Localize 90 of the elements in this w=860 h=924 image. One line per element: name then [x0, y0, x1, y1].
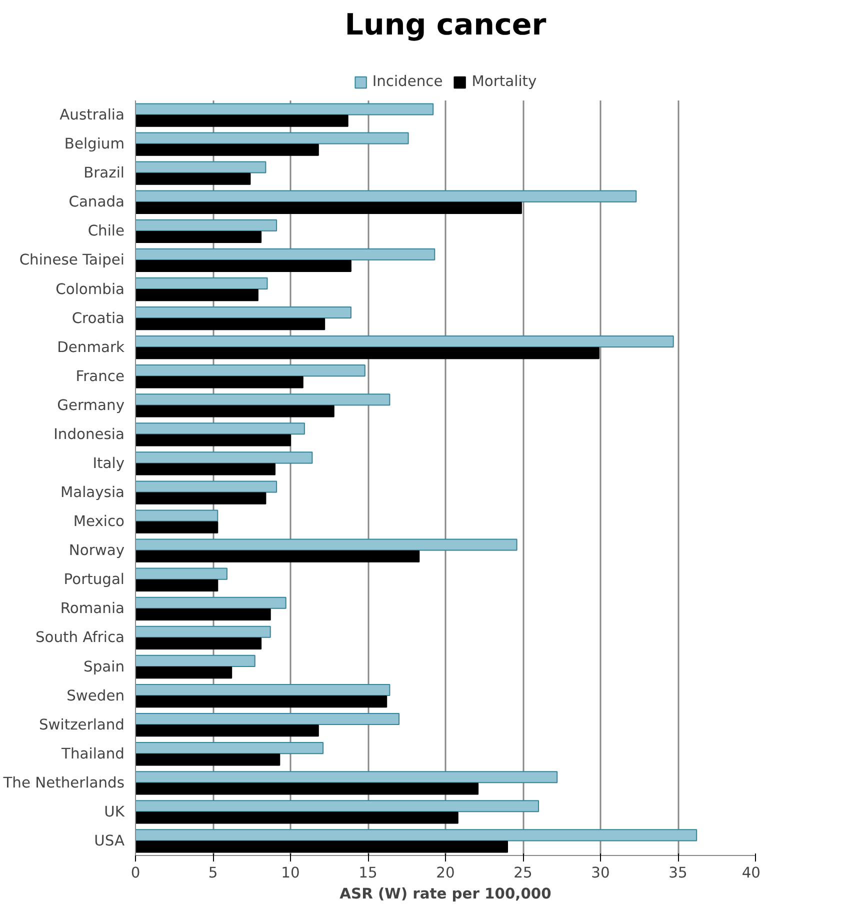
- legend-label: Mortality: [472, 73, 537, 90]
- y-tick-label: Chile: [88, 222, 125, 240]
- x-tick-label: 5: [208, 864, 218, 882]
- y-tick-label: Australia: [60, 106, 125, 124]
- bar: [136, 376, 304, 388]
- chart-title: Lung cancer: [344, 8, 547, 42]
- bar: [136, 260, 352, 272]
- bar: [136, 190, 637, 202]
- bar: [136, 538, 518, 551]
- bar: [136, 172, 251, 185]
- bar: [136, 452, 313, 464]
- bar: [136, 219, 278, 232]
- y-tick-label: UK: [104, 803, 125, 820]
- y-tick-label: Colombia: [56, 280, 124, 298]
- bar: [136, 684, 390, 696]
- bar: [136, 480, 278, 493]
- bar: [136, 638, 262, 650]
- bar: [136, 202, 522, 214]
- y-tick-label: Canada: [68, 194, 125, 211]
- bar: [136, 336, 674, 348]
- x-tick-label: 15: [358, 864, 378, 882]
- bar: [136, 782, 479, 795]
- bar: [136, 144, 319, 156]
- y-tick-label: Sweden: [66, 687, 125, 704]
- legend-label: Incidence: [372, 73, 443, 90]
- bar: [136, 394, 390, 406]
- y-tick-label: The Netherlands: [2, 774, 125, 792]
- bar: [136, 724, 319, 737]
- bar: [136, 248, 436, 260]
- bar: [136, 103, 434, 116]
- bar: [136, 654, 256, 667]
- x-tick-label: 20: [436, 864, 455, 882]
- y-tick-label: USA: [94, 832, 125, 850]
- bar: [136, 521, 218, 534]
- y-tick-label: Germany: [57, 396, 125, 414]
- y-tick-label: Denmark: [57, 338, 126, 356]
- bar: [136, 306, 352, 318]
- bar: [136, 277, 268, 290]
- y-tick-label: Brazil: [84, 164, 125, 182]
- x-tick-label: 0: [130, 864, 140, 882]
- x-tick-label: 30: [591, 864, 610, 882]
- bar: [136, 608, 271, 620]
- bar: [136, 405, 334, 418]
- bar: [136, 696, 388, 708]
- y-tick-label: Chinese Taipei: [19, 252, 125, 269]
- bar: [136, 596, 286, 609]
- x-tick-label: 10: [281, 864, 300, 882]
- y-tick-label: Switzerland: [39, 716, 125, 734]
- bar: [136, 492, 266, 504]
- bar: [136, 666, 232, 679]
- y-tick-label: Malaysia: [60, 484, 125, 502]
- bar: [136, 347, 600, 360]
- bar: [136, 829, 698, 842]
- y-tick-label: Romania: [60, 600, 124, 618]
- bar: [136, 510, 218, 522]
- bar: [136, 230, 262, 243]
- y-tick-label: Mexico: [73, 513, 125, 530]
- y-tick-label: Spain: [84, 658, 125, 676]
- bar: [136, 422, 305, 435]
- y-tick-label: Portugal: [64, 571, 125, 588]
- bar: [136, 289, 258, 302]
- y-tick-label: South Africa: [35, 629, 125, 646]
- bar: [136, 800, 539, 812]
- bar: [136, 771, 558, 784]
- y-tick-label: Croatia: [72, 310, 124, 327]
- bar: [136, 550, 420, 562]
- x-tick-label: 35: [668, 864, 688, 882]
- bar: [136, 161, 266, 174]
- bar: [136, 742, 324, 754]
- y-tick-label: Thailand: [60, 745, 125, 762]
- bar: [136, 463, 276, 476]
- x-axis-title: ASR (W) rate per 100,000: [340, 886, 552, 902]
- bar: [136, 364, 366, 377]
- bar: [136, 754, 280, 766]
- x-tick-label: 25: [514, 864, 532, 882]
- bar: [136, 713, 400, 726]
- bar: [136, 132, 409, 144]
- x-tick-label: 40: [742, 864, 761, 882]
- bar: [136, 568, 228, 580]
- y-tick-label: Italy: [92, 454, 125, 472]
- y-tick-label: France: [76, 368, 125, 385]
- y-tick-label: Belgium: [64, 136, 125, 153]
- bar: [136, 626, 271, 638]
- y-tick-label: Norway: [68, 542, 125, 560]
- bar: [136, 812, 458, 824]
- bar: [136, 434, 291, 446]
- bar: [136, 579, 218, 592]
- bar: [136, 114, 348, 127]
- y-tick-label: Indonesia: [54, 426, 125, 443]
- bar: [136, 318, 326, 330]
